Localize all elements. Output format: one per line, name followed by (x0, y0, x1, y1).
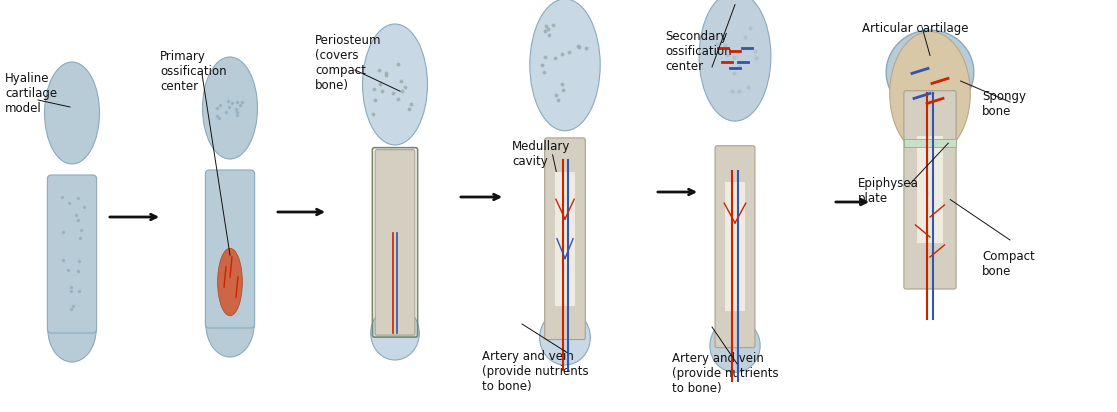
Ellipse shape (363, 24, 428, 145)
Text: Articular cartilage: Articular cartilage (862, 22, 968, 35)
FancyBboxPatch shape (206, 170, 255, 328)
FancyBboxPatch shape (375, 150, 414, 335)
Ellipse shape (206, 291, 255, 357)
Ellipse shape (371, 306, 419, 360)
Bar (917, 136, 943, 243)
FancyBboxPatch shape (715, 146, 755, 348)
Ellipse shape (45, 62, 99, 164)
Text: Primary
ossification
center: Primary ossification center (160, 50, 227, 93)
Text: Medullary
cavity: Medullary cavity (512, 140, 571, 168)
Ellipse shape (202, 57, 258, 159)
FancyBboxPatch shape (545, 138, 585, 339)
Text: Hyaline
cartilage
model: Hyaline cartilage model (4, 72, 57, 115)
Text: Compact
bone: Compact bone (982, 250, 1034, 278)
Text: Spongy
bone: Spongy bone (982, 90, 1027, 118)
Bar (555, 171, 575, 306)
Ellipse shape (48, 296, 96, 362)
Ellipse shape (218, 248, 242, 316)
Ellipse shape (886, 30, 974, 115)
Bar (725, 183, 745, 311)
Ellipse shape (529, 0, 600, 131)
Ellipse shape (890, 32, 971, 155)
FancyBboxPatch shape (47, 175, 97, 333)
Bar (904, 138, 956, 147)
Ellipse shape (699, 0, 771, 121)
Text: Artery and vein
(provide nutrients
to bone): Artery and vein (provide nutrients to bo… (483, 350, 589, 393)
Ellipse shape (540, 310, 591, 365)
Text: Periosteum
(covers
compact
bone): Periosteum (covers compact bone) (315, 34, 382, 92)
Text: Artery and vein
(provide nutrients
to bone): Artery and vein (provide nutrients to bo… (672, 352, 779, 395)
Text: Epiphyseal
plate: Epiphyseal plate (858, 177, 923, 205)
FancyBboxPatch shape (904, 91, 956, 289)
Ellipse shape (710, 319, 761, 372)
Text: Secondary
ossification
center: Secondary ossification center (665, 30, 732, 73)
